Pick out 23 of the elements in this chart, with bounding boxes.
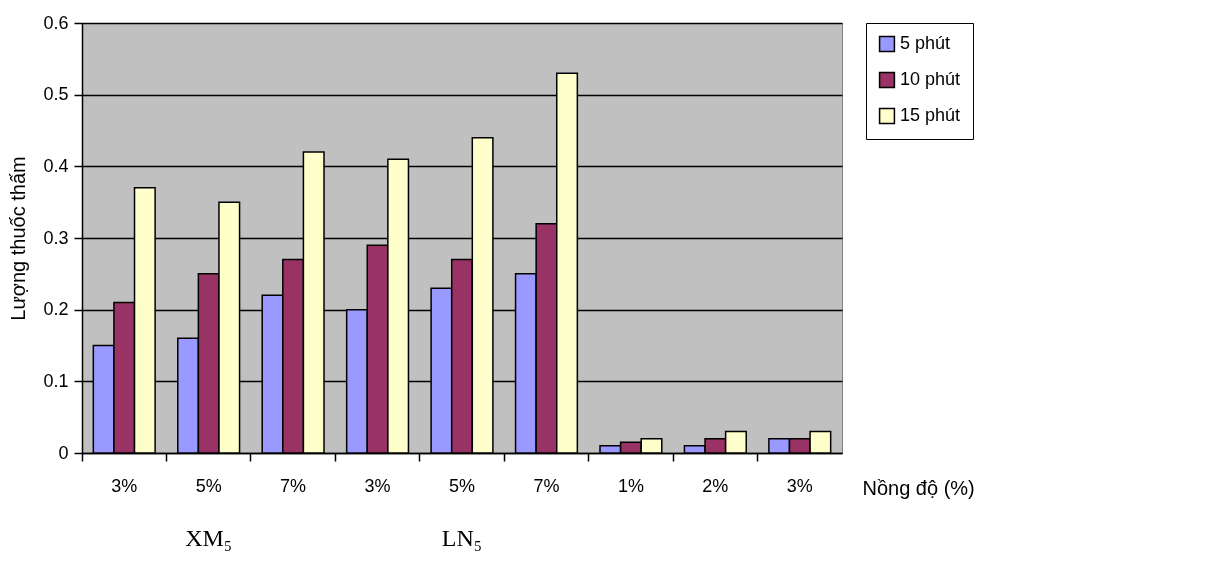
y-tick-label: 0.4 <box>43 155 69 176</box>
x-tick-label: 2% <box>702 475 729 496</box>
legend-label: 10 phút <box>900 69 961 89</box>
x-tick-label: 3% <box>786 475 813 496</box>
text: LN₅ <box>441 525 483 551</box>
y-axis-title: Lượng thuốc thấm <box>7 156 30 321</box>
x-axis-title: Nồng độ (%) <box>862 476 975 499</box>
text: XM₅ <box>185 525 233 551</box>
y-tick-label: 0.5 <box>43 84 69 105</box>
x-tick-label: 5% <box>195 475 222 496</box>
y-tick-label: 0.6 <box>43 12 69 33</box>
y-tick-label: 0 <box>58 442 69 463</box>
x-tick-label: 3% <box>111 475 138 496</box>
legend-label: 15 phút <box>900 105 961 125</box>
x-tick-label: 7% <box>280 475 307 496</box>
x-tick-label: 3% <box>364 475 391 496</box>
x-tick-label: 7% <box>533 475 560 496</box>
x-tick-label: 5% <box>448 475 476 496</box>
y-tick-label: 0.1 <box>43 370 69 391</box>
x-tick-label: 1% <box>617 475 644 496</box>
y-tick-label: 0.3 <box>43 227 69 248</box>
y-tick-label: 0.2 <box>43 299 69 320</box>
legend-label: 5 phút <box>900 33 951 53</box>
